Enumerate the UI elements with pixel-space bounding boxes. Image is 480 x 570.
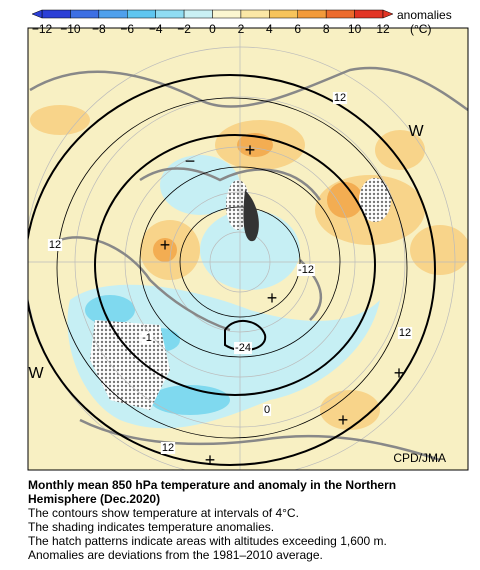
contour-label-bg (262, 404, 272, 416)
caption-line: The shading indicates temperature anomal… (28, 520, 275, 534)
legend-tick-label: −8 (92, 22, 106, 36)
legend-swatch (155, 9, 185, 19)
legend-swatch (183, 9, 213, 19)
legend-unit: (°C) (410, 22, 431, 36)
legend-swatch (212, 9, 242, 19)
map (28, 28, 468, 470)
anomaly-marker: + (160, 235, 171, 255)
pressure-letter: W (408, 123, 424, 140)
contour-label-bg (234, 342, 252, 354)
legend-tick-label: 10 (348, 22, 362, 36)
legend-swatch (269, 9, 299, 19)
legend-tick-label: 4 (266, 22, 273, 36)
legend-swatch (297, 9, 327, 19)
contour-label: 12 (49, 239, 61, 251)
contour-label-bg (141, 332, 153, 344)
legend-tick-label: −10 (60, 22, 81, 36)
legend-tick-label: −12 (32, 22, 53, 36)
legend-swatch (70, 9, 100, 19)
legend-swatch (98, 9, 128, 19)
contour-label-bg (160, 442, 176, 454)
anomaly-marker: + (245, 140, 256, 160)
anomaly-marker: + (267, 288, 278, 308)
contour-label: 12 (162, 442, 174, 454)
caption-title: Monthly mean 850 hPa temperature and ano… (28, 478, 397, 506)
contour-label-bg (47, 239, 63, 251)
contour-label: -24 (235, 342, 251, 354)
figure: −12 −10 −8 −6 −4 −2 0 2 4 6 8 10 12anomalies(°C)1212… (27, 8, 469, 471)
legend-tick-label: −6 (120, 22, 134, 36)
contour-label-bg (332, 92, 348, 104)
legend-swatch (127, 9, 156, 19)
legend-swatch (354, 9, 384, 19)
legend-swatch (325, 9, 355, 19)
anomaly-marker: − (185, 151, 196, 171)
strong-warm (153, 133, 363, 262)
caption-line: The contours show temperature at interva… (28, 506, 299, 520)
pressure-letter: W (28, 365, 44, 382)
caption-line: Anomalies are deviations from the 1981–2… (28, 548, 323, 562)
anomaly-marker: + (338, 410, 349, 430)
legend-tick-label: 0 (209, 22, 216, 36)
contour-label: -12 (298, 264, 314, 276)
contour-label: 0 (264, 404, 270, 416)
caption-line: The hatch patterns indicate areas with a… (28, 534, 387, 548)
legend-arrow (31, 9, 43, 19)
legend-tick-label: 12 (376, 22, 390, 36)
legend-swatch (240, 9, 270, 19)
dark-terrain (243, 190, 259, 242)
legend-tick-label: 8 (323, 22, 330, 36)
legend-arrow (382, 9, 394, 19)
anomaly-marker: + (205, 450, 216, 470)
legend-tick-label: 2 (238, 22, 245, 36)
legend-title: anomalies (397, 8, 452, 22)
contour-label-bg (297, 264, 315, 276)
contour-label: -1 (142, 332, 152, 344)
graticule (28, 28, 468, 470)
credit: CPD/JMA (393, 451, 446, 465)
anomaly-marker: + (394, 363, 405, 383)
contours (28, 74, 436, 466)
legend-tick-label: −4 (149, 22, 163, 36)
contour-label: 12 (334, 92, 346, 104)
legend-tick-label: 6 (294, 22, 301, 36)
contour-label-bg (397, 327, 413, 339)
legend-tick-label: −2 (177, 22, 191, 36)
map-frame (27, 27, 469, 471)
caption: Monthly mean 850 hPa temperature and ano… (28, 478, 468, 562)
legend-swatch (41, 9, 71, 19)
contour-label: 12 (399, 327, 411, 339)
